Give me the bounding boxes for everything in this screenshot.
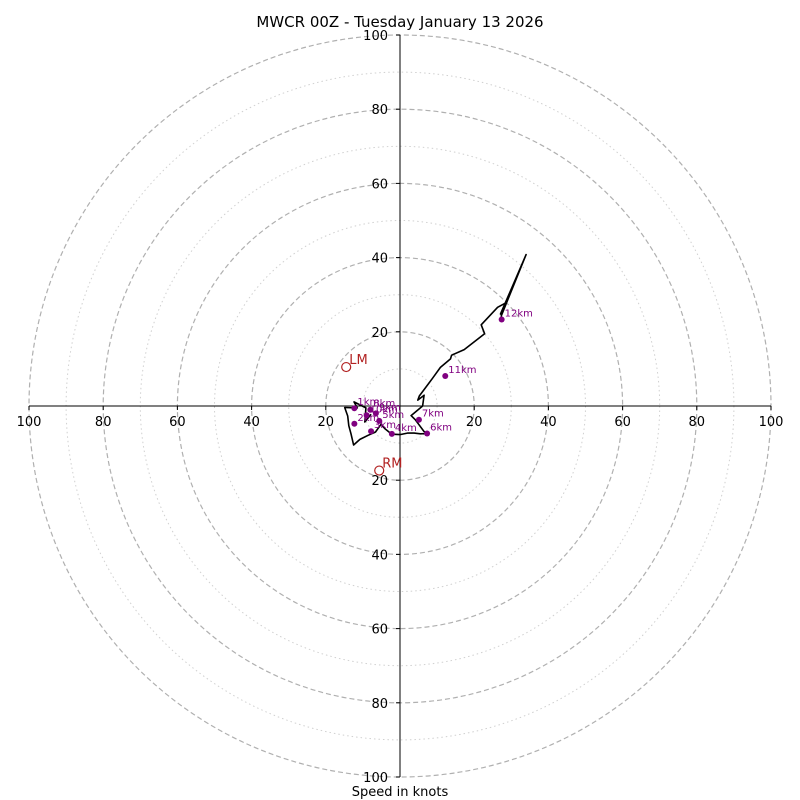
- x-tick-label: 40: [540, 415, 557, 430]
- height-marker-point: [376, 417, 383, 424]
- y-tick-label: 80: [371, 103, 388, 118]
- x-tick-label: 20: [466, 415, 483, 430]
- x-tick-label: 80: [95, 415, 112, 430]
- height-marker-point: [367, 406, 374, 413]
- y-tick-label: 60: [371, 623, 388, 638]
- height-marker-label: 9km: [379, 402, 401, 413]
- height-marker-label: 1km: [357, 397, 379, 408]
- height-marker-point: [351, 405, 358, 412]
- height-marker-label: 12km: [505, 309, 533, 320]
- tick-labels: 100 80 60 40 20 20 40 60 80 100 100 80 60 40 20 20 40 60 8…: [17, 29, 784, 786]
- height-marker-point: [363, 412, 370, 419]
- y-tick-label: 100: [363, 29, 388, 44]
- chart-title: MWCR 00Z - Tuesday January 13 2026: [256, 13, 543, 31]
- height-marker-label: 5km: [382, 410, 404, 421]
- storm-motion-markers: LM RM: [341, 353, 402, 476]
- y-tick-label: 40: [371, 252, 388, 267]
- y-tick-label: 100: [363, 771, 388, 786]
- height-marker-label: 2km: [357, 413, 379, 424]
- height-marker-point: [415, 416, 422, 423]
- height-marker-point: [388, 430, 395, 437]
- height-marker-label: 11km: [448, 365, 476, 376]
- x-tick-label: 60: [169, 415, 186, 430]
- storm-motion-label: RM: [382, 457, 402, 472]
- axes: [29, 35, 771, 777]
- x-tick-label: 40: [243, 415, 260, 430]
- x-tick-label: 80: [689, 415, 706, 430]
- x-axis-label: Speed in knots: [352, 785, 449, 800]
- x-tick-label: 20: [318, 415, 335, 430]
- height-marker-point: [442, 372, 449, 379]
- x-tick-label: 100: [759, 415, 784, 430]
- height-marker-label: 10km: [370, 404, 398, 415]
- x-tick-label: 60: [614, 415, 631, 430]
- height-marker-point: [351, 420, 358, 427]
- height-marker-point: [372, 410, 379, 417]
- height-marker-point: [498, 316, 505, 323]
- height-marker-label: 4km: [395, 423, 417, 434]
- y-tick-label: 60: [371, 177, 388, 192]
- y-tick-label: 20: [371, 474, 388, 489]
- height-marker-label: 7km: [422, 409, 444, 420]
- height-marker-point: [424, 430, 431, 437]
- x-tick-label: 100: [17, 415, 42, 430]
- y-tick-label: 80: [371, 697, 388, 712]
- height-marker-label: 8km: [373, 399, 395, 410]
- height-marker-label: 3km: [374, 420, 396, 431]
- storm-motion-point: [374, 465, 385, 476]
- height-marker-label: 6km: [430, 422, 452, 433]
- storm-motion-point: [341, 361, 352, 373]
- y-tick-label: 40: [371, 548, 388, 563]
- y-tick-label: 20: [371, 326, 388, 341]
- height-marker-point: [368, 428, 375, 435]
- storm-motion-label: LM: [349, 353, 367, 368]
